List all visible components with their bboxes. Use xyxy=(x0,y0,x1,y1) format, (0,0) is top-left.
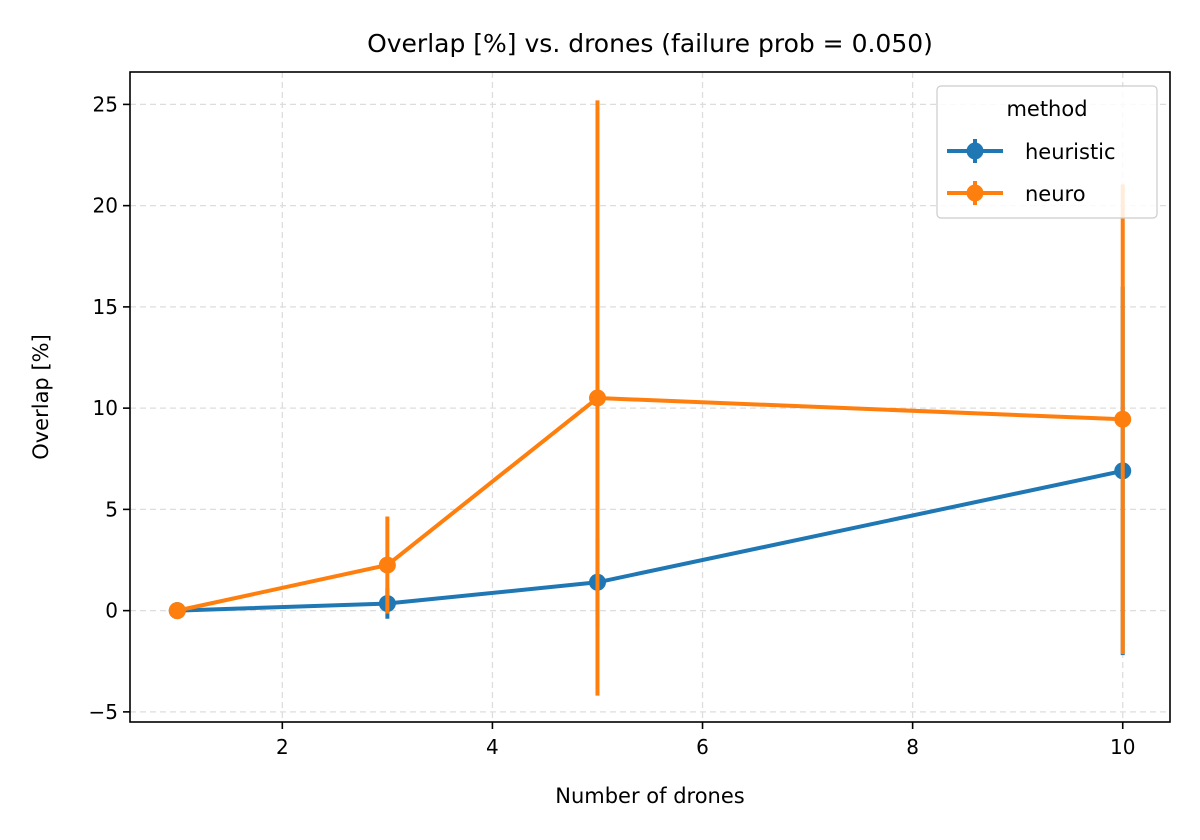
y-tick-label: 0 xyxy=(105,599,118,623)
data-point-neuro xyxy=(378,556,396,574)
series-line-neuro xyxy=(176,396,1123,613)
y-tick-label: 15 xyxy=(93,295,118,319)
x-tick-label: 8 xyxy=(906,735,919,759)
y-tick-label: −5 xyxy=(89,700,118,724)
series-layer xyxy=(168,100,1132,696)
data-point-neuro xyxy=(588,389,606,407)
axis-ticks: 2 4 6 8 10 −5 0 5 10 15 20 25 xyxy=(89,92,1136,759)
y-tick-label: 20 xyxy=(93,194,118,218)
series-neuro xyxy=(168,100,1132,696)
legend-label-heuristic: heuristic xyxy=(1025,140,1116,164)
legend-title: method xyxy=(1006,97,1087,121)
x-tick-label: 6 xyxy=(696,735,709,759)
x-tick-label: 4 xyxy=(486,735,499,759)
legend-marker-neuro xyxy=(966,184,984,202)
data-point-neuro xyxy=(168,602,186,620)
legend-item-neuro: neuro xyxy=(947,181,1086,206)
x-axis-title: Number of drones xyxy=(555,784,744,808)
chart-title: Overlap [%] vs. drones (failure prob = 0… xyxy=(367,29,933,58)
y-tick-label: 5 xyxy=(105,497,118,521)
plot-area-frame xyxy=(129,71,1171,723)
y-tick-label: 25 xyxy=(93,92,118,116)
y-axis-title: Overlap [%] xyxy=(29,334,53,460)
legend-label-neuro: neuro xyxy=(1025,182,1086,206)
legend-item-heuristic: heuristic xyxy=(947,139,1116,164)
x-tick-label: 10 xyxy=(1110,735,1135,759)
legend-marker-heuristic xyxy=(966,142,984,160)
data-point-neuro xyxy=(1114,410,1132,428)
y-tick-label: 10 xyxy=(93,396,118,420)
series-line-heuristic xyxy=(177,468,1124,613)
legend-box xyxy=(936,85,1158,219)
legend: method heuristic neuro xyxy=(936,85,1158,219)
x-tick-label: 2 xyxy=(276,735,289,759)
